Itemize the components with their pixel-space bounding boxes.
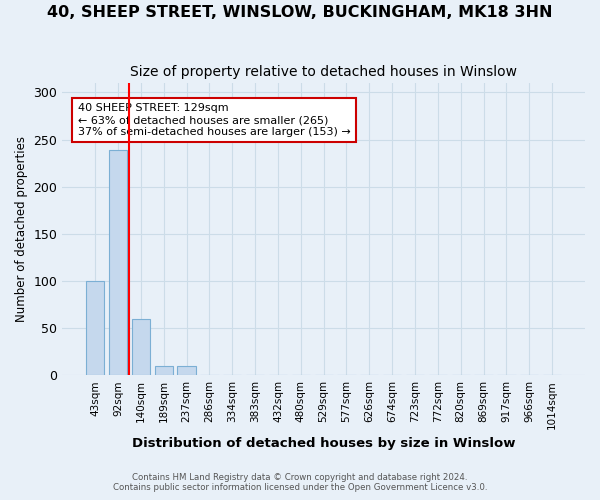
- Text: 40, SHEEP STREET, WINSLOW, BUCKINGHAM, MK18 3HN: 40, SHEEP STREET, WINSLOW, BUCKINGHAM, M…: [47, 5, 553, 20]
- Bar: [155, 366, 173, 375]
- Text: Contains HM Land Registry data © Crown copyright and database right 2024.
Contai: Contains HM Land Registry data © Crown c…: [113, 473, 487, 492]
- X-axis label: Distribution of detached houses by size in Winslow: Distribution of detached houses by size …: [132, 437, 515, 450]
- Bar: [86, 281, 104, 375]
- Text: 40 SHEEP STREET: 129sqm
← 63% of detached houses are smaller (265)
37% of semi-d: 40 SHEEP STREET: 129sqm ← 63% of detache…: [78, 104, 351, 136]
- Bar: [109, 150, 127, 375]
- Bar: [178, 366, 196, 375]
- Y-axis label: Number of detached properties: Number of detached properties: [15, 136, 28, 322]
- Title: Size of property relative to detached houses in Winslow: Size of property relative to detached ho…: [130, 65, 517, 79]
- Bar: [132, 318, 150, 375]
